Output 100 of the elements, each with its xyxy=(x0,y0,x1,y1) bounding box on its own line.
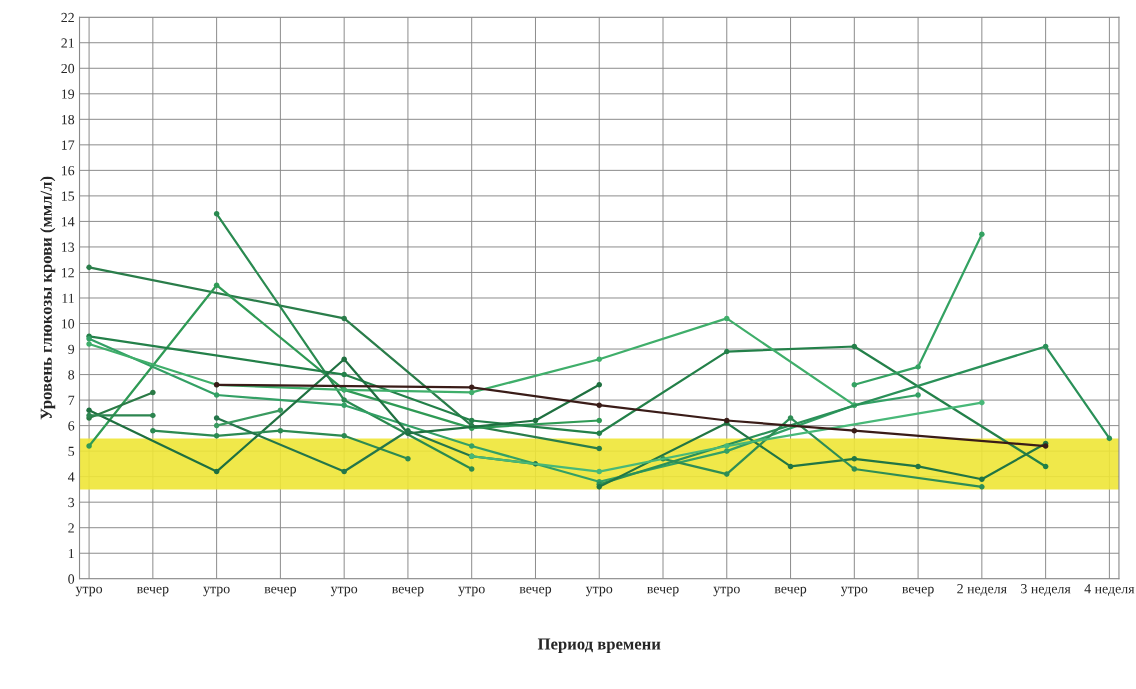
y-tick-label: 19 xyxy=(61,89,75,99)
y-tick-label: 10 xyxy=(61,319,75,329)
y-tick-label: 6 xyxy=(68,421,75,431)
point xyxy=(915,364,921,370)
x-tick-label: вечер xyxy=(264,586,297,597)
x-axis-title: Период времени xyxy=(537,638,661,653)
point xyxy=(724,448,730,454)
y-tick-label: 12 xyxy=(61,268,74,278)
point xyxy=(979,484,985,490)
y-tick-label: 1 xyxy=(68,548,74,559)
point xyxy=(596,356,603,363)
point xyxy=(596,382,603,388)
y-tick-label: 21 xyxy=(61,38,74,48)
x-tick-label: вечер xyxy=(136,586,169,597)
point xyxy=(213,415,220,421)
point xyxy=(468,443,475,449)
point xyxy=(851,427,858,434)
point xyxy=(979,476,985,482)
y-tick-label: 13 xyxy=(61,242,75,252)
point xyxy=(851,382,858,388)
point xyxy=(724,348,730,355)
point xyxy=(213,210,220,217)
point xyxy=(86,407,92,414)
y-tick-label: 11 xyxy=(62,293,74,303)
x-tick-label: 4 неделя xyxy=(1084,584,1135,596)
point xyxy=(86,443,92,449)
point xyxy=(596,430,603,437)
y-tick-label: 17 xyxy=(61,140,75,150)
y-tick-label: 3 xyxy=(68,497,75,508)
point xyxy=(277,427,284,434)
point xyxy=(724,315,730,322)
point xyxy=(787,415,794,421)
point xyxy=(213,422,220,429)
y-tick-label: 5 xyxy=(68,446,75,457)
point xyxy=(150,427,156,434)
point xyxy=(341,315,347,322)
x-tick-label: вечер xyxy=(902,586,934,597)
y-tick-label: 22 xyxy=(61,12,74,23)
y-axis-title: Уровень глюкозы крови (ммл/л) xyxy=(40,176,56,420)
y-tick-label: 14 xyxy=(61,217,75,227)
point xyxy=(277,407,284,414)
point xyxy=(341,371,347,378)
point xyxy=(1106,435,1113,442)
point xyxy=(213,468,220,475)
point xyxy=(341,397,347,403)
point xyxy=(915,392,921,398)
point xyxy=(86,341,92,347)
point xyxy=(1042,343,1049,350)
point xyxy=(1042,463,1049,470)
x-tick-label: утро xyxy=(585,586,613,597)
point xyxy=(468,389,475,396)
x-tick-label: вечер xyxy=(391,586,424,597)
point xyxy=(213,282,220,289)
point xyxy=(341,402,347,408)
point xyxy=(213,433,220,439)
point xyxy=(468,417,475,424)
y-tick-label: 16 xyxy=(61,165,75,176)
y-tick-label: 20 xyxy=(61,63,75,74)
x-tick-label: утро xyxy=(713,586,740,597)
point xyxy=(150,412,156,419)
y-tick-label: 0 xyxy=(68,574,75,584)
point xyxy=(596,417,603,424)
y-tick-label: 2 xyxy=(68,523,74,533)
point xyxy=(724,443,730,449)
point xyxy=(405,456,411,462)
x-tick-label: утро xyxy=(840,586,868,597)
point xyxy=(851,466,858,472)
y-tick-label: 15 xyxy=(61,191,75,201)
point xyxy=(341,433,347,439)
y-tick-label: 9 xyxy=(68,344,75,354)
point xyxy=(596,468,603,475)
point xyxy=(596,445,603,452)
x-tick-label: вечер xyxy=(647,586,679,597)
point xyxy=(979,399,985,406)
y-tick-label: 8 xyxy=(68,370,75,380)
x-tick-label: утро xyxy=(330,586,358,597)
x-tick-label: утро xyxy=(203,586,230,597)
x-tick-label: утро xyxy=(75,586,103,597)
x-tick-label: 3 неделя xyxy=(1021,584,1071,596)
point xyxy=(150,389,156,396)
x-tick-label: вечер xyxy=(519,586,552,597)
x-tick-label: утро xyxy=(458,586,485,597)
point xyxy=(979,231,985,237)
point xyxy=(915,463,921,470)
point xyxy=(468,384,475,391)
point xyxy=(468,466,475,472)
point xyxy=(86,264,92,271)
x-tick-label: 2 неделя xyxy=(957,584,1007,596)
point xyxy=(596,402,603,408)
y-tick-label: 7 xyxy=(68,395,75,405)
point xyxy=(851,456,858,462)
point xyxy=(341,356,347,363)
point xyxy=(213,392,220,398)
point xyxy=(851,343,858,350)
x-tick-label: вечер xyxy=(774,586,807,597)
point xyxy=(787,463,794,470)
y-tick-label: 18 xyxy=(61,114,75,125)
y-tick-label: 4 xyxy=(67,472,75,482)
point xyxy=(724,471,730,477)
point xyxy=(341,468,347,475)
